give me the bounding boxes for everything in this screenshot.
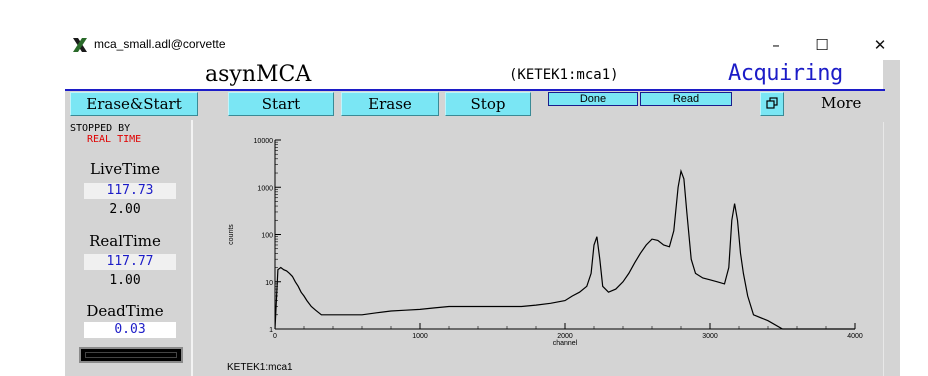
plot-pv-label: KETEK1:mca1 — [227, 362, 293, 373]
x-tick-label: 4000 — [847, 333, 863, 340]
realtime-value: 117.77 — [84, 254, 176, 270]
window-restore-icon — [766, 97, 778, 109]
app-name-label: asynMCA — [205, 62, 312, 87]
realtime-preset[interactable]: 1.00 — [109, 273, 141, 288]
x-tick-label: 3000 — [702, 333, 718, 340]
livetime-label: LiveTime — [89, 160, 160, 178]
window-title: mca_small.adl@corvette — [94, 37, 226, 51]
close-button[interactable]: ✕ — [873, 36, 887, 54]
right-scroll-strip[interactable] — [883, 122, 900, 376]
app-x-logo-icon — [73, 38, 87, 52]
y-tick-label: 1 — [269, 327, 273, 334]
mca-display: asynMCA (KETEK1:mca1) Acquiring Erase&St… — [65, 60, 900, 376]
spectrum-plot[interactable]: 1 10 100 1000 10000 0 1000 2000 3000 4000 channel c… — [195, 122, 900, 376]
pv-name-label: (KETEK1:mca1) — [509, 67, 619, 83]
livetime-preset[interactable]: 2.00 — [109, 202, 141, 217]
deadtime-bar — [79, 347, 183, 363]
realtime-label: RealTime — [89, 232, 161, 250]
y-tick-label: 1000 — [257, 185, 273, 192]
livetime-value: 117.73 — [84, 183, 176, 199]
deadtime-value: 0.03 — [84, 322, 176, 338]
window-titlebar[interactable]: mca_small.adl@corvette – ☐ ✕ — [62, 30, 900, 60]
header-divider — [65, 89, 885, 91]
y-tick-label: 10000 — [254, 138, 274, 145]
deadtime-label: DeadTime — [86, 302, 164, 320]
start-button[interactable]: Start — [228, 92, 334, 116]
acquire-status: Acquiring — [728, 61, 843, 86]
erase-start-button[interactable]: Erase&Start — [70, 92, 198, 116]
x-tick-label: 0 — [273, 333, 277, 340]
header-corner — [883, 60, 900, 90]
x-tick-label: 2000 — [557, 333, 573, 340]
minimize-button[interactable]: – — [772, 36, 780, 54]
y-tick-label: 10 — [265, 280, 273, 287]
maximize-button[interactable]: ☐ — [815, 36, 829, 54]
stopped-reason: REAL TIME — [87, 134, 142, 145]
more-label: More — [821, 94, 862, 112]
spectrum-line — [274, 168, 855, 330]
stop-button[interactable]: Stop — [445, 92, 531, 116]
done-indicator[interactable]: Done — [548, 92, 638, 106]
x-axis-label: channel — [553, 340, 578, 347]
panel-divider — [191, 120, 193, 376]
erase-button[interactable]: Erase — [341, 92, 439, 116]
y-tick-label: 100 — [261, 233, 273, 240]
header-strip — [65, 60, 883, 90]
x-tick-label: 1000 — [412, 333, 428, 340]
read-button[interactable]: Read — [640, 92, 732, 106]
y-axis-label: counts — [228, 224, 235, 245]
related-display-button[interactable] — [760, 92, 784, 116]
stopped-by-label: STOPPED BY — [70, 123, 131, 134]
